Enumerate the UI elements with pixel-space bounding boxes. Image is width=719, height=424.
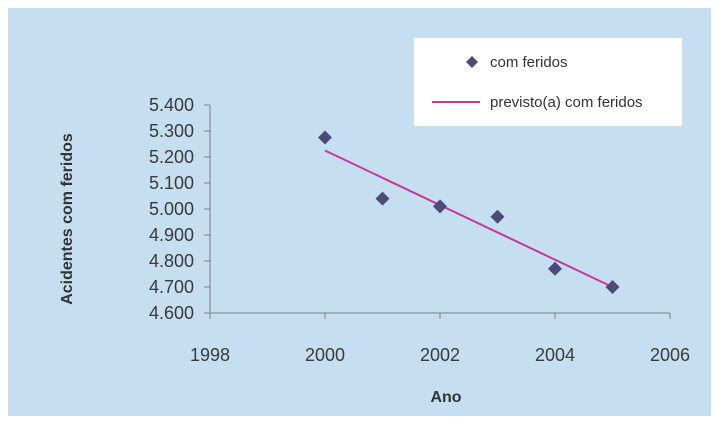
x-tick-label: 1998 bbox=[190, 345, 230, 365]
y-tick-label: 5.200 bbox=[149, 147, 194, 167]
legend-marker-diamond bbox=[466, 56, 478, 68]
data-point bbox=[605, 280, 620, 294]
legend: com feridos previsto(a) com feridos bbox=[414, 38, 682, 126]
legend-label: previsto(a) com feridos bbox=[490, 94, 643, 111]
y-tick-label: 4.900 bbox=[149, 225, 194, 245]
data-point bbox=[433, 199, 447, 214]
data-point bbox=[375, 191, 390, 206]
y-tick-label: 5.300 bbox=[149, 121, 194, 141]
y-tick-label: 4.800 bbox=[149, 251, 194, 271]
x-tick-label: 2004 bbox=[535, 345, 575, 365]
x-ticks: 1998 2000 2002 2004 2006 bbox=[190, 313, 690, 365]
x-tick-label: 2002 bbox=[420, 345, 460, 365]
y-tick-label: 5.400 bbox=[149, 95, 194, 115]
trend-line bbox=[324, 149, 613, 288]
y-ticks: 4.600 4.700 4.800 4.900 5.000 5.100 5.200 5.300… bbox=[149, 95, 210, 323]
y-axis-title: Acidentes com feridos bbox=[59, 133, 76, 305]
scatter-chart: 4.600 4.700 4.800 4.900 5.000 5.100 5.200 5.300… bbox=[59, 38, 690, 406]
y-tick-label: 5.100 bbox=[149, 173, 194, 193]
legend-label: com feridos bbox=[490, 54, 568, 71]
data-point bbox=[548, 261, 562, 276]
y-tick-label: 4.700 bbox=[149, 277, 194, 297]
y-tick-label: 4.600 bbox=[149, 303, 194, 323]
x-axis-title: Ano bbox=[430, 389, 461, 406]
data-point bbox=[490, 209, 505, 224]
x-tick-label: 2000 bbox=[305, 345, 345, 365]
data-point bbox=[318, 130, 332, 145]
y-tick-label: 5.000 bbox=[149, 199, 194, 219]
legend-box bbox=[414, 38, 682, 126]
series-layer bbox=[318, 130, 620, 294]
chart-panel: 4.600 4.700 4.800 4.900 5.000 5.100 5.200 5.300… bbox=[8, 8, 711, 416]
x-tick-label: 2006 bbox=[650, 345, 690, 365]
